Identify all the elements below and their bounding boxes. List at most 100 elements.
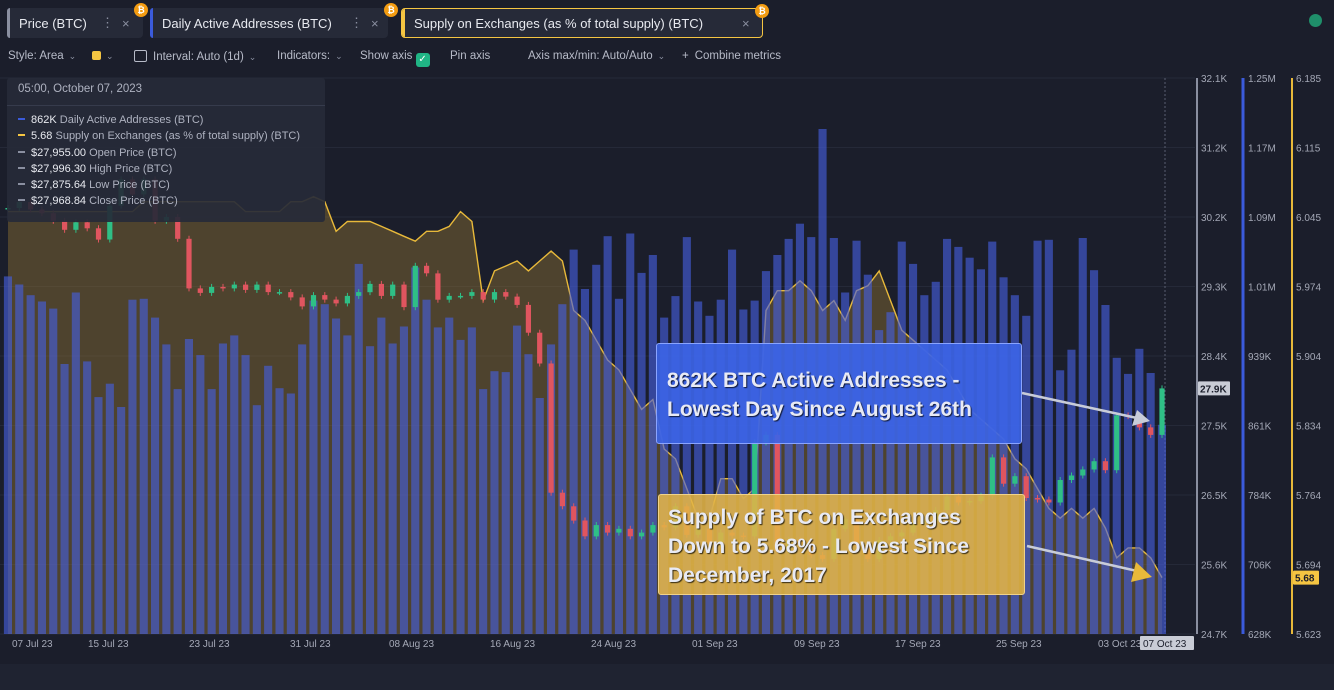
annotation-line: Lowest Day Since August 26th [667,398,972,421]
active-addresses-bar [173,389,182,634]
close-icon[interactable]: × [742,15,750,31]
active-addresses-bar [1135,348,1144,634]
active-addresses-bar [37,301,46,634]
active-addresses-bar [366,346,375,634]
price-candle [424,265,430,274]
tooltip-row: $27,955.00 Open Price (BTC) [18,147,177,159]
active-addresses-bar [1010,295,1019,634]
addresses-tick-label: 628K [1248,630,1272,641]
tab-price[interactable]: Price (BTC) ⋮ × ₿ [7,3,148,38]
active-addresses-bar [275,388,284,634]
active-addresses-bar [128,299,137,634]
active-addresses-bar [1124,373,1133,634]
active-addresses-bar [909,263,918,634]
tooltip-divider [7,105,325,106]
active-addresses-bar [841,292,850,634]
active-addresses-bar [411,267,420,634]
addresses-tick-label: 1.17M [1248,144,1276,155]
active-addresses-bar [580,289,589,634]
x-tick-label: 16 Aug 23 [490,639,535,650]
price-candle [650,525,656,533]
show-axis-toggle[interactable]: Show axis ✓ [360,50,430,67]
annotation-arrowhead [1131,562,1152,582]
price-candle [480,292,486,300]
indicators-selector[interactable]: Indicators: ⌄ [277,50,343,62]
x-tick-label: 17 Sep 23 [895,639,941,650]
active-addresses-bar [1044,239,1053,635]
bitcoin-icon: ₿ [755,4,769,18]
price-tick-label: 26.5K [1201,491,1227,502]
checkbox-checked-icon[interactable]: ✓ [415,53,430,67]
x-tick-label: 01 Sep 23 [692,639,738,650]
price-candle [593,525,599,537]
annotation-arrows [1021,391,1152,582]
supply-tick-label: 5.904 [1296,352,1321,363]
active-addresses-bar [886,312,895,634]
pin-axis-toggle[interactable]: Pin axis [450,50,490,62]
tab-menu-icon[interactable]: ⋮ [101,15,114,30]
active-addresses-bar [920,295,929,634]
color-picker[interactable]: ⌄ [92,50,114,62]
active-addresses-bar [1157,424,1166,634]
tooltip-row: $27,996.30 High Price (BTC) [18,163,172,175]
active-addresses-bar [60,364,69,634]
axis-maxmin-selector[interactable]: Axis max/min: Auto/Auto ⌄ [528,50,665,62]
active-addresses-bar [196,355,205,634]
active-addresses-bar [230,335,239,634]
annotation-line: Supply of BTC on Exchanges [668,506,961,529]
price-candle [254,284,260,290]
tab-menu-icon[interactable]: ⋮ [350,15,363,30]
color-swatch-icon [92,51,101,60]
price-candle [412,265,418,308]
active-addresses-bar [162,344,171,634]
x-tick-label: 09 Sep 23 [794,639,840,650]
annotation-arrow-line [1021,391,1138,420]
active-addresses-bar [648,255,657,634]
legend-swatch-icon [18,167,25,169]
price-candle [774,434,780,552]
interval-selector[interactable]: Interval: Auto (1d) ⌄ [134,50,256,63]
active-addresses-bar [931,281,940,634]
price-candle [559,492,565,507]
price-candle [1046,499,1052,503]
close-icon[interactable]: × [371,15,379,31]
active-addresses-bar [513,325,522,634]
price-tick-label: 24.7K [1201,630,1227,641]
addresses-tick-label: 1.01M [1248,283,1276,294]
active-addresses-bar [490,371,499,634]
active-addresses-bar [332,318,341,634]
crosshair-date-marker [1140,636,1194,650]
active-addresses-bar [298,344,307,634]
price-candle [627,528,633,537]
price-candle [276,292,283,294]
close-icon[interactable]: × [122,15,130,31]
price-candle [265,284,271,293]
supply-tick-label: 5.764 [1296,491,1321,502]
combine-metrics-button[interactable]: + Combine metrics [682,50,781,62]
active-addresses-bar [569,249,578,634]
annotation-arrow-line [1026,544,1138,573]
active-addresses-bar [1078,238,1087,634]
combine-metrics-label: Combine metrics [694,50,781,62]
price-candle [582,520,588,537]
active-addresses-bar [524,354,533,634]
active-addresses-bar [976,269,985,634]
addresses-tick-label: 706K [1248,561,1272,572]
active-addresses-bar [1090,270,1099,634]
price-candle [84,222,90,229]
style-selector[interactable]: Style: Area ⌄ [8,50,76,62]
bitcoin-icon: ₿ [134,3,148,17]
price-candle [197,288,203,293]
tooltip-date: 05:00, October 07, 2023 [18,83,143,95]
tab-active-addresses[interactable]: Daily Active Addresses (BTC) ⋮ × ₿ [150,3,398,38]
active-addresses-bar [241,355,250,634]
chevron-down-icon: ⌄ [335,51,343,61]
price-candle [548,363,554,493]
price-candle [446,295,452,300]
price-candle [333,299,339,304]
addresses-tick-label: 861K [1248,422,1272,433]
tooltip-row: $27,968.84 Close Price (BTC) [18,195,178,207]
active-addresses-bar [117,407,126,634]
active-addresses-bar [354,263,363,634]
tab-supply-on-exchanges[interactable]: Supply on Exchanges (as % of total suppl… [401,4,769,38]
